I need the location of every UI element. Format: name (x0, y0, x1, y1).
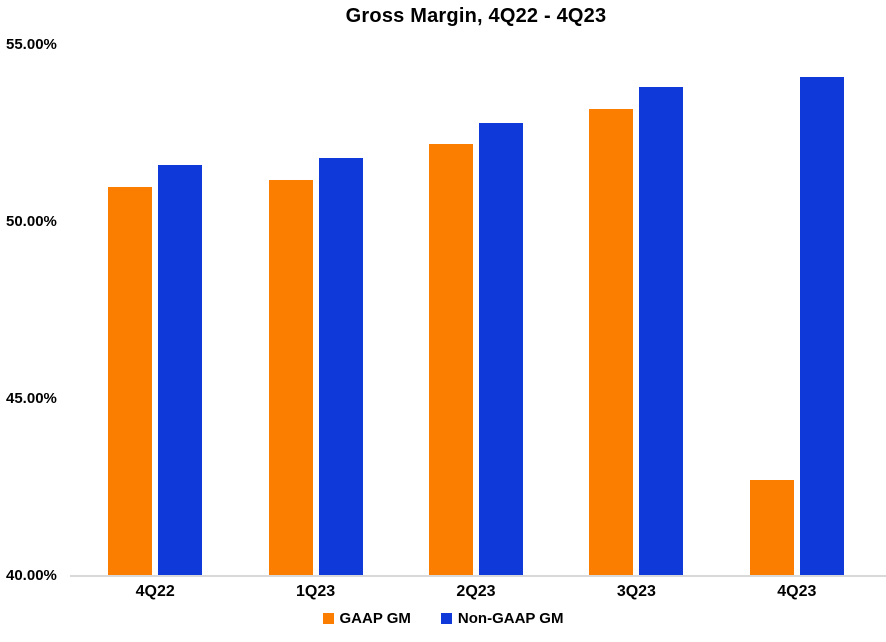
bar-gaap-gm-4q23 (749, 480, 794, 576)
x-axis-label-4q23: 4Q23 (777, 583, 817, 600)
y-axis-label-55: 55.00% (6, 36, 57, 53)
legend-label-non-gaap-gm: Non-GAAP GM (457, 610, 564, 627)
x-axis-label-3q23: 3Q23 (616, 583, 656, 600)
bar-non-gaap-gm-4q23 (799, 76, 844, 576)
legend-swatch-icon-non-gaap-gm (440, 613, 452, 624)
chart-title: Gross Margin, 4Q22 - 4Q23 (345, 5, 607, 27)
bar-non-gaap-gm-1q23 (318, 158, 363, 576)
x-axis-label-2q23: 2Q23 (456, 583, 496, 600)
legend-item-gaap-gm: GAAP GM (322, 610, 411, 627)
bar-gaap-gm-1q23 (268, 179, 313, 576)
bar-non-gaap-gm-3q23 (639, 87, 684, 576)
x-axis-label-4q22: 4Q22 (135, 583, 175, 600)
bar-non-gaap-gm-4q22 (158, 165, 203, 576)
x-axis-line (70, 575, 886, 577)
y-axis-label-50: 50.00% (6, 213, 57, 230)
legend-item-non-gaap-gm: Non-GAAP GM (440, 610, 564, 627)
bar-gaap-gm-3q23 (589, 108, 634, 576)
y-axis-label-40: 40.00% (6, 567, 57, 584)
y-axis-label-45: 45.00% (6, 390, 57, 407)
legend-swatch-icon-gaap-gm (322, 613, 334, 624)
legend: GAAP GM Non-GAAP GM (0, 610, 886, 627)
x-axis-label-1q23: 1Q23 (296, 583, 336, 600)
bar-gaap-gm-4q22 (108, 186, 153, 576)
bar-gaap-gm-2q23 (429, 144, 473, 576)
legend-label-gaap-gm: GAAP GM (339, 610, 411, 627)
bar-non-gaap-gm-2q23 (479, 122, 523, 576)
